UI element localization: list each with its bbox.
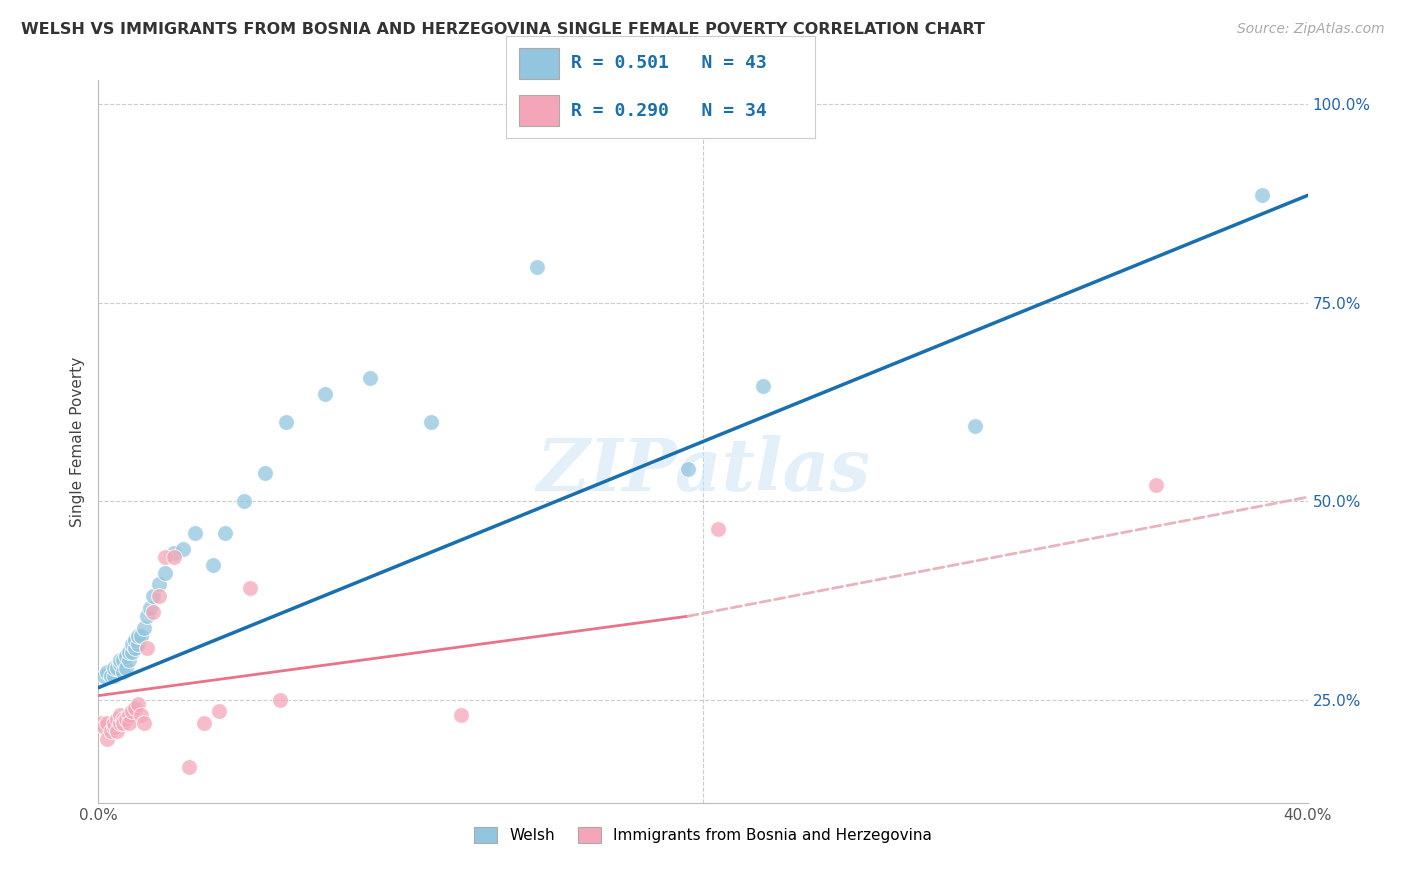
Point: [179, 760, 201, 774]
Point: [360, 371, 382, 385]
Bar: [519, 48, 558, 78]
Point: [163, 549, 186, 564]
Point: [132, 621, 155, 635]
Point: [269, 692, 291, 706]
Point: [96, 665, 118, 679]
Point: [132, 716, 155, 731]
Point: [148, 590, 170, 604]
Point: [118, 645, 141, 659]
Point: [90, 716, 112, 731]
Point: [314, 387, 336, 401]
Text: ZIPatlas: ZIPatlas: [536, 435, 870, 506]
Text: WELSH VS IMMIGRANTS FROM BOSNIA AND HERZEGOVINA SINGLE FEMALE POVERTY CORRELATIO: WELSH VS IMMIGRANTS FROM BOSNIA AND HERZ…: [21, 22, 986, 37]
Point: [153, 566, 176, 580]
Point: [111, 713, 134, 727]
Point: [124, 640, 146, 655]
Point: [965, 418, 987, 433]
Point: [103, 720, 125, 734]
Point: [274, 415, 297, 429]
Point: [135, 609, 157, 624]
Point: [114, 661, 136, 675]
Point: [118, 708, 141, 723]
Point: [142, 605, 165, 619]
Point: [139, 601, 162, 615]
Point: [124, 700, 146, 714]
Text: R = 0.290   N = 34: R = 0.290 N = 34: [571, 102, 766, 120]
Point: [214, 525, 236, 540]
Point: [111, 653, 134, 667]
Point: [96, 732, 118, 747]
Point: [108, 716, 131, 731]
Legend: Welsh, Immigrants from Bosnia and Herzegovina: Welsh, Immigrants from Bosnia and Herzeg…: [468, 822, 938, 849]
Point: [153, 549, 176, 564]
Point: [96, 716, 118, 731]
Point: [148, 577, 170, 591]
Point: [111, 665, 134, 679]
Point: [127, 629, 149, 643]
Point: [232, 494, 254, 508]
Point: [108, 657, 131, 671]
Point: [202, 558, 225, 572]
Point: [105, 661, 128, 675]
Point: [103, 669, 125, 683]
Point: [100, 724, 122, 739]
Point: [184, 525, 207, 540]
Point: [129, 629, 152, 643]
Y-axis label: Single Female Poverty: Single Female Poverty: [69, 357, 84, 526]
Point: [526, 260, 548, 274]
Point: [111, 716, 134, 731]
Bar: [519, 95, 558, 126]
Point: [121, 637, 143, 651]
Point: [676, 462, 699, 476]
Point: [121, 705, 143, 719]
Point: [103, 661, 125, 675]
Point: [239, 582, 262, 596]
Point: [118, 653, 141, 667]
Point: [172, 541, 194, 556]
Point: [103, 716, 125, 731]
Point: [752, 379, 775, 393]
Point: [1144, 478, 1167, 492]
Point: [100, 669, 122, 683]
Point: [108, 708, 131, 723]
Point: [129, 708, 152, 723]
Point: [114, 648, 136, 663]
Point: [124, 633, 146, 648]
Point: [193, 716, 215, 731]
Point: [105, 713, 128, 727]
Point: [1251, 188, 1274, 202]
Point: [118, 716, 141, 731]
Point: [105, 724, 128, 739]
Point: [707, 522, 730, 536]
Point: [420, 415, 443, 429]
Point: [127, 637, 149, 651]
Text: Source: ZipAtlas.com: Source: ZipAtlas.com: [1237, 22, 1385, 37]
Point: [108, 653, 131, 667]
Point: [93, 720, 115, 734]
Text: R = 0.501   N = 43: R = 0.501 N = 43: [571, 54, 766, 72]
Point: [127, 697, 149, 711]
Point: [114, 713, 136, 727]
Point: [93, 669, 115, 683]
Point: [450, 708, 472, 723]
Point: [142, 590, 165, 604]
Point: [253, 467, 276, 481]
Point: [135, 640, 157, 655]
Point: [163, 546, 186, 560]
Point: [121, 645, 143, 659]
Point: [208, 705, 231, 719]
